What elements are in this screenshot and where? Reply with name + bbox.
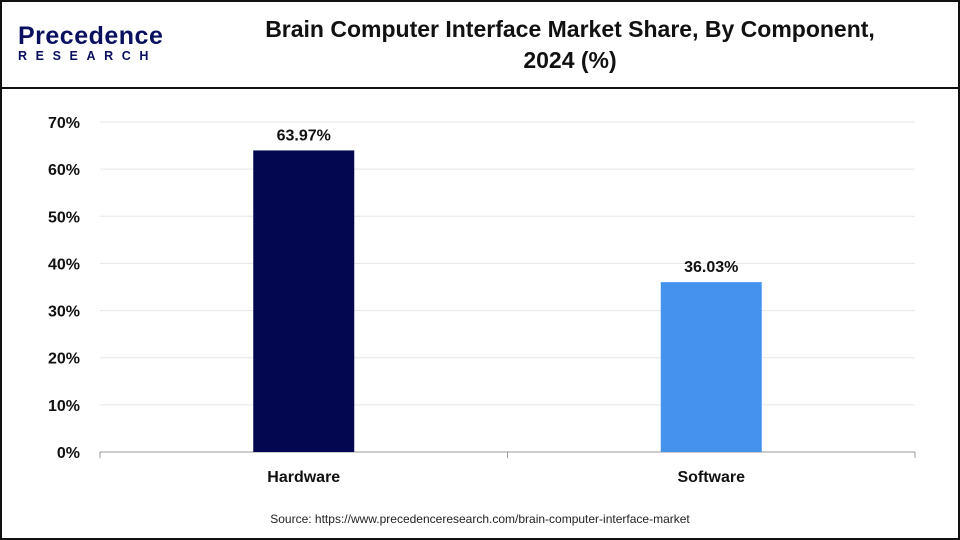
y-tick-label: 20%: [48, 351, 80, 368]
y-tick-label: 10%: [48, 398, 80, 415]
y-tick-label: 30%: [48, 304, 80, 321]
logo-line2: RESEARCH: [18, 49, 157, 63]
logo-line1: Precedence: [18, 22, 164, 50]
y-tick-label: 0%: [57, 445, 80, 462]
chart-title: Brain Computer Interface Market Share, B…: [190, 14, 950, 76]
bar-software: [660, 282, 762, 452]
y-tick-label: 60%: [48, 162, 80, 179]
logo: Precedence RESEARCH: [18, 22, 163, 63]
chart-title-line1: Brain Computer Interface Market Share, B…: [265, 16, 875, 42]
data-label: 36.03%: [684, 259, 738, 276]
header-divider: [0, 87, 960, 89]
bar-hardware: [253, 150, 355, 453]
y-tick-label: 40%: [48, 256, 80, 273]
chart-title-line2: 2024 (%): [523, 47, 617, 73]
x-tick-label: Software: [677, 469, 745, 486]
y-tick-label: 50%: [48, 209, 80, 226]
y-tick-label: 70%: [48, 115, 80, 132]
source-note: Source: https://www.precedenceresearch.c…: [270, 512, 690, 526]
x-tick-label: Hardware: [267, 469, 340, 486]
data-label: 63.97%: [277, 127, 331, 144]
